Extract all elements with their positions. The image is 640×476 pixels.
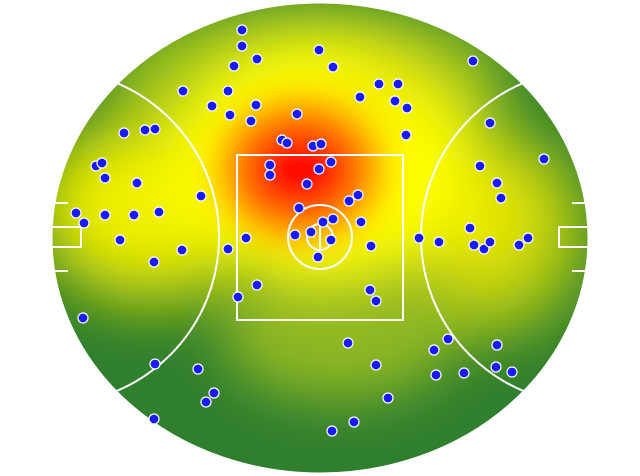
point — [342, 337, 354, 349]
point — [348, 416, 360, 428]
point — [264, 159, 276, 171]
point — [251, 279, 263, 291]
point — [352, 189, 364, 201]
point — [118, 127, 130, 139]
point — [370, 359, 382, 371]
point — [413, 232, 425, 244]
point — [327, 213, 339, 225]
point — [428, 344, 440, 356]
point — [251, 53, 263, 65]
point — [176, 244, 188, 256]
point — [364, 284, 376, 296]
point — [301, 178, 313, 190]
point — [458, 367, 470, 379]
point — [139, 124, 151, 136]
point — [236, 40, 248, 52]
heat-core — [220, 100, 380, 240]
point — [317, 216, 329, 228]
point — [228, 60, 240, 72]
point — [78, 217, 90, 229]
point — [149, 123, 161, 135]
point — [522, 232, 534, 244]
point — [305, 226, 317, 238]
point — [313, 44, 325, 56]
point — [236, 24, 248, 36]
point — [326, 425, 338, 437]
point — [491, 177, 503, 189]
point — [538, 153, 550, 165]
point — [325, 234, 337, 246]
point — [206, 100, 218, 112]
point — [365, 240, 377, 252]
point — [442, 333, 454, 345]
point — [195, 190, 207, 202]
point — [131, 177, 143, 189]
point — [400, 129, 412, 141]
point — [370, 295, 382, 307]
point — [224, 109, 236, 121]
point — [245, 115, 257, 127]
point — [281, 137, 293, 149]
point — [495, 192, 507, 204]
point — [250, 99, 262, 111]
point — [99, 172, 111, 184]
point — [313, 163, 325, 175]
point — [491, 339, 503, 351]
point — [506, 366, 518, 378]
point — [325, 156, 337, 168]
point — [291, 108, 303, 120]
point — [153, 206, 165, 218]
point — [467, 55, 479, 67]
point — [484, 117, 496, 129]
point — [392, 78, 404, 90]
point — [478, 243, 490, 255]
point — [464, 222, 476, 234]
point — [70, 207, 82, 219]
point — [354, 91, 366, 103]
point — [327, 61, 339, 73]
point — [289, 229, 301, 241]
point — [96, 157, 108, 169]
point — [208, 387, 220, 399]
point — [264, 169, 276, 181]
point — [312, 251, 324, 263]
point — [114, 234, 126, 246]
point — [389, 95, 401, 107]
point — [490, 361, 502, 373]
point — [200, 396, 212, 408]
point — [149, 358, 161, 370]
point — [355, 216, 367, 228]
point — [382, 392, 394, 404]
point — [484, 236, 496, 248]
point — [99, 209, 111, 221]
point — [293, 202, 305, 214]
point — [433, 236, 445, 248]
point — [240, 232, 252, 244]
boundary — [51, 2, 589, 474]
point — [468, 239, 480, 251]
point — [373, 78, 385, 90]
point — [474, 160, 486, 172]
point — [77, 312, 89, 324]
point — [315, 138, 327, 150]
point — [177, 85, 189, 97]
point — [148, 413, 160, 425]
point — [222, 243, 234, 255]
point — [232, 291, 244, 303]
point — [401, 102, 413, 114]
point — [192, 363, 204, 375]
point — [222, 85, 234, 97]
point — [128, 209, 140, 221]
point — [430, 369, 442, 381]
point — [513, 239, 525, 251]
point — [148, 256, 160, 268]
point — [343, 195, 355, 207]
